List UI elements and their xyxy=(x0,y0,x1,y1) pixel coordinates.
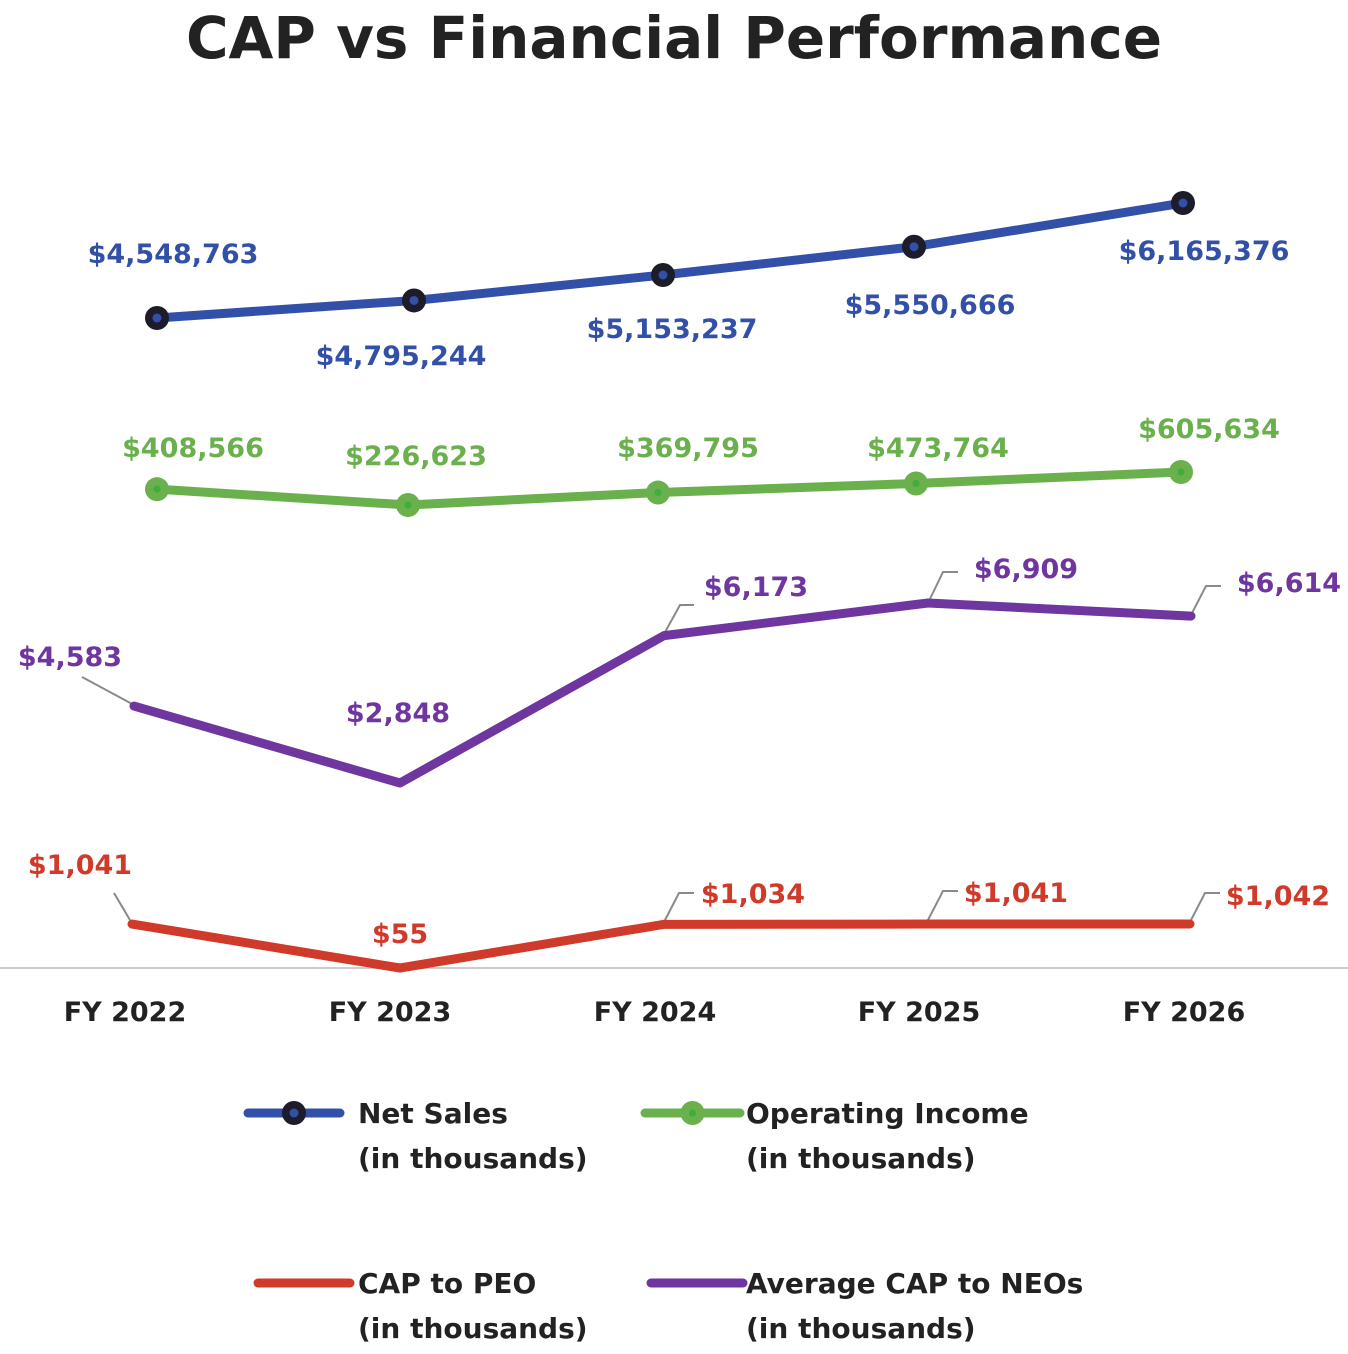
avg-cap-neos-label-1: $2,848 xyxy=(346,698,450,729)
series-layer: $1,041$55$1,034 $1,041 $1,042$4,583$2,848$… xyxy=(18,191,1341,973)
cap-peo-leader-4 xyxy=(1189,892,1220,923)
avg-cap-neos-label-2: $6,173 xyxy=(704,572,808,603)
chart-title: CAP vs Financial Performance xyxy=(186,4,1162,72)
legend-sublabel-avg-cap-neos: (in thousands) xyxy=(746,1312,976,1345)
cap-peo-label-4: $1,042 xyxy=(1226,881,1330,912)
legend-sublabel-net-sales: (in thousands) xyxy=(358,1142,588,1175)
avg-cap-neos-label-4: $6,614 xyxy=(1237,568,1341,599)
series-operating-income: $408,566 $226,623 $369,795 $473,764 $605,634 xyxy=(122,414,1280,517)
net-sales-point-core-1 xyxy=(409,295,419,305)
net-sales-point-core-2 xyxy=(658,270,668,280)
operating-income-point-core-0 xyxy=(153,485,161,493)
cap-peo-label-3: $1,041 xyxy=(964,878,1068,909)
legend-label-cap-peo: CAP to PEO xyxy=(358,1267,536,1300)
series-net-sales: $4,548,763 $4,795,244 $5,153,237 $5,550,666… xyxy=(88,191,1290,372)
operating-income-point-core-4 xyxy=(1177,468,1185,476)
net-sales-line xyxy=(152,198,1188,323)
series-avg-cap-neos: $4,583 $2,848 $6,173 $6,909 $6,614 xyxy=(18,554,1341,788)
x-axis-ticks: FY 2022 FY 2023 FY 2024 FY 2025 FY 2026 xyxy=(64,997,1246,1028)
net-sales-point-core-4 xyxy=(1178,198,1188,208)
net-sales-label-2: $5,153,237 xyxy=(587,314,758,345)
x-tick-fy-2022: FY 2022 xyxy=(64,997,187,1028)
net-sales-point-core-0 xyxy=(152,313,162,323)
operating-income-label-0: $408,566 xyxy=(122,433,264,464)
x-tick-fy-2026: FY 2026 xyxy=(1123,997,1246,1028)
cap-peo-label-1: $55 xyxy=(372,919,428,950)
avg-cap-neos-label-3: $6,909 xyxy=(974,554,1078,585)
legend-item-net-sales: Net Sales (in thousands) xyxy=(243,1097,588,1175)
cap-peo-leader-3 xyxy=(927,890,958,921)
legend-marker-core-net-sales xyxy=(289,1108,299,1118)
operating-income-label-1: $226,623 xyxy=(345,441,487,472)
legend-label-avg-cap-neos: Average CAP to NEOs xyxy=(746,1267,1083,1300)
legend-item-operating-income: Operating Income (in thousands) xyxy=(640,1097,1029,1175)
net-sales-point-core-3 xyxy=(909,242,919,252)
avg-cap-neos-leader-4 xyxy=(1190,585,1221,616)
legend-sublabel-cap-peo: (in thousands) xyxy=(358,1312,588,1345)
legend-sublabel-operating-income: (in thousands) xyxy=(746,1142,976,1175)
cap-peo-label-2: $1,034 xyxy=(701,879,805,910)
operating-income-point-core-2 xyxy=(654,489,662,497)
avg-cap-neos-leader-3 xyxy=(927,571,958,604)
x-tick-fy-2023: FY 2023 xyxy=(329,997,452,1028)
legend-marker-core-operating-income xyxy=(689,1109,696,1117)
avg-cap-neos-label-0: $4,583 xyxy=(18,642,122,673)
legend-item-avg-cap-neos: Average CAP to NEOs (in thousands) xyxy=(646,1267,1083,1345)
legend-label-net-sales: Net Sales xyxy=(358,1097,508,1130)
legend: Net Sales (in thousands) Operating Income (… xyxy=(243,1097,1083,1345)
x-tick-fy-2024: FY 2024 xyxy=(594,997,717,1028)
operating-income-point-core-3 xyxy=(912,479,920,487)
net-sales-label-1: $4,795,244 xyxy=(316,341,487,372)
net-sales-label-3: $5,550,666 xyxy=(845,290,1016,321)
avg-cap-neos-leader-2 xyxy=(663,604,694,635)
cap-peo-leader-2 xyxy=(663,892,694,923)
legend-item-cap-peo: CAP to PEO (in thousands) xyxy=(253,1267,588,1345)
avg-cap-neos-leader-0 xyxy=(81,676,135,706)
cap-peo-label-0: $1,041 xyxy=(28,850,132,881)
net-sales-label-4: $6,165,376 xyxy=(1119,236,1290,267)
cap-peo-line xyxy=(127,919,1195,973)
operating-income-point-core-1 xyxy=(404,501,412,509)
cap-peo-leader-0 xyxy=(113,892,131,921)
series-cap-peo: $1,041 $55 $1,034 $1,041 $1,042 xyxy=(28,850,1330,973)
net-sales-label-0: $4,548,763 xyxy=(88,239,259,270)
operating-income-label-4: $605,634 xyxy=(1138,414,1280,445)
operating-income-label-3: $473,764 xyxy=(867,433,1009,464)
avg-cap-neos-line xyxy=(129,598,1196,788)
x-tick-fy-2025: FY 2025 xyxy=(858,997,981,1028)
legend-label-operating-income: Operating Income xyxy=(746,1097,1029,1130)
operating-income-label-2: $369,795 xyxy=(617,433,759,464)
